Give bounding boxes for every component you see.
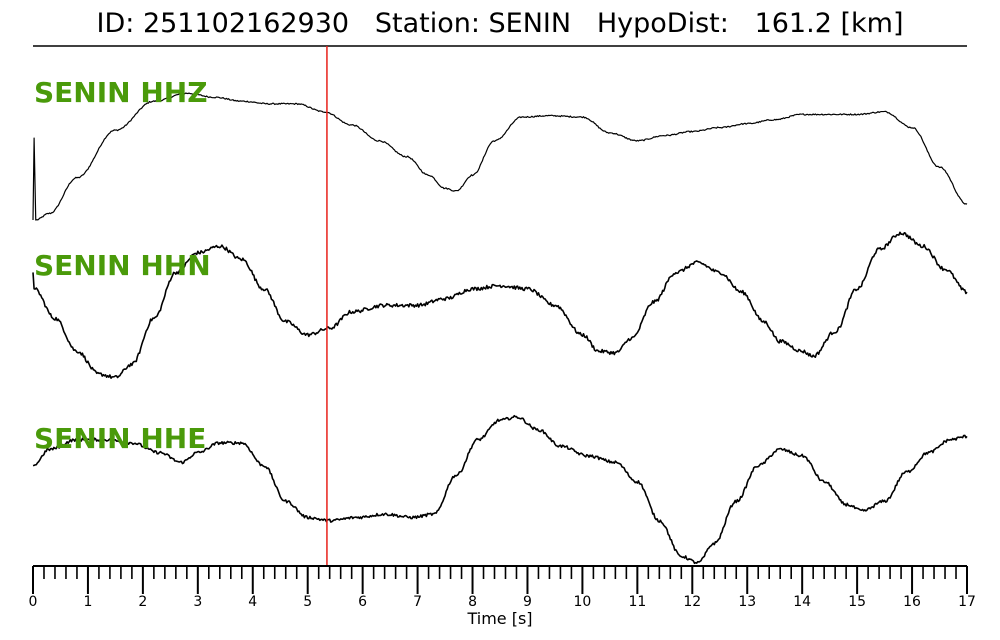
tick-label: 8 (468, 594, 477, 610)
tick-label: 10 (573, 594, 591, 610)
tick-label: 3 (193, 594, 202, 610)
tick-label: 9 (523, 594, 532, 610)
tick-label: 15 (848, 594, 866, 610)
chart-title: ID: 251102162930 Station: SENIN HypoDist… (0, 8, 1000, 39)
tick-label: 6 (358, 594, 367, 610)
tick-label: 5 (303, 594, 312, 610)
channel-labels-group: SENIN HHZ SENIN HHN SENIN HHE (34, 76, 211, 455)
tick-label: 13 (738, 594, 756, 610)
tick-label: 12 (683, 594, 701, 610)
id-label: ID: (96, 8, 135, 39)
tick-label: 11 (628, 594, 646, 610)
hypodist-unit: [km] (840, 8, 904, 39)
station-name: SENIN (488, 8, 572, 39)
tick-label: 16 (903, 594, 921, 610)
tick-label: 4 (248, 594, 257, 610)
tick-label: 2 (138, 594, 147, 610)
channel-label: SENIN HHZ (34, 76, 208, 109)
event-id: 251102162930 (142, 8, 350, 39)
tick-label: 7 (413, 594, 422, 610)
channel-label: SENIN HHE (34, 422, 206, 455)
tick-label: 1 (83, 594, 92, 610)
traces-group (32, 92, 968, 565)
hypodist-label: HypoDist: (596, 8, 729, 39)
tick-label: 17 (958, 594, 976, 610)
station-label: Station: (374, 8, 480, 39)
channel-label: SENIN HHN (34, 249, 211, 282)
trace-line (32, 414, 968, 565)
hypodist-value: 161.2 (754, 8, 832, 39)
tick-label: 0 (29, 594, 38, 610)
x-axis-label: Time [s] (466, 609, 532, 628)
tick-label: 14 (793, 594, 811, 610)
trace-line (32, 231, 968, 379)
trace-line (32, 92, 968, 221)
